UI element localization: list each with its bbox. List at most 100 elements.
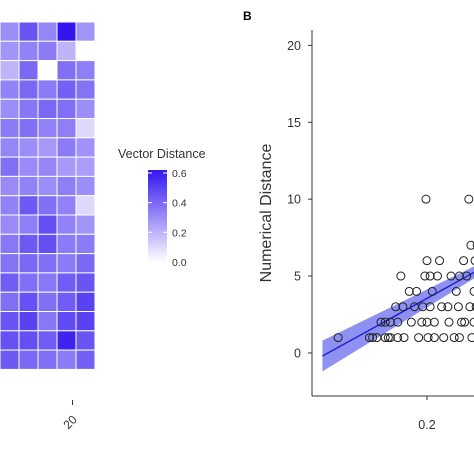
heatmap-cell <box>75 137 96 158</box>
heatmap-cell <box>37 137 58 158</box>
heatmap-cell <box>56 214 77 235</box>
scatter-point <box>451 286 461 296</box>
heatmap-cell <box>37 272 58 293</box>
legend-tick-label: 0.0 <box>172 257 187 269</box>
heatmap-cell <box>18 291 39 313</box>
scatter-point <box>404 286 414 296</box>
heatmap-cell <box>0 40 20 62</box>
scatter-point <box>429 317 439 327</box>
heatmap-cells <box>0 21 96 370</box>
heatmap-cell <box>75 79 96 100</box>
scatter-point <box>469 286 474 296</box>
heatmap-cell <box>56 79 77 100</box>
heatmap-cell <box>56 60 77 81</box>
legend-title: Vector Distance <box>118 147 206 161</box>
scatter-point <box>380 317 390 327</box>
scatter-point <box>435 256 445 266</box>
scatter-point <box>421 194 431 204</box>
color-legend: Vector Distance 0.6 0.4 0.2 0.0 <box>118 147 206 269</box>
regression-line <box>322 271 474 357</box>
heatmap-cell <box>75 311 96 332</box>
scatter-point <box>439 333 449 343</box>
heatmap-cell <box>37 214 58 235</box>
heatmap-cell <box>56 233 77 255</box>
heatmap-cell <box>18 330 39 351</box>
heatmap-cell <box>0 137 20 158</box>
heatmap-cell <box>75 349 96 370</box>
heatmap-cell <box>56 349 77 370</box>
heatmap-cell <box>75 175 96 197</box>
x-tick-label: 0.2 <box>418 418 435 432</box>
heatmap-cell <box>18 175 39 197</box>
y-tick-label: 15 <box>287 116 301 130</box>
heatmap-cell <box>18 311 39 332</box>
heatmap-cell <box>37 156 58 177</box>
scatter-point <box>423 333 433 343</box>
heatmap-cell <box>18 156 39 177</box>
heatmap-cell <box>56 156 77 177</box>
heatmap-cell <box>18 349 39 370</box>
heatmap-cell <box>75 253 96 274</box>
heatmap-cell <box>18 272 39 293</box>
heatmap-cell <box>75 21 96 42</box>
y-tick-label: 10 <box>287 193 301 207</box>
scatter-point <box>385 333 395 343</box>
scatter-point <box>454 333 464 343</box>
scatter-point <box>398 302 408 312</box>
legend-tick-label: 0.4 <box>172 198 187 210</box>
scatter-point <box>406 317 416 327</box>
y-axis-label: Numerical Distance <box>258 144 275 283</box>
scatter-points <box>333 194 474 343</box>
scatter-point <box>464 194 474 204</box>
heatmap-cell <box>75 233 96 255</box>
scatter-point <box>460 317 470 327</box>
heatmap-cell <box>0 21 20 42</box>
scatter-point <box>471 302 474 311</box>
heatmap-cell <box>56 195 77 216</box>
heatmap-cell <box>0 330 20 351</box>
heatmap-cell <box>0 195 20 216</box>
heatmap-cell <box>37 118 58 139</box>
scatter-point <box>422 317 432 327</box>
heatmap-cell <box>56 98 77 119</box>
scatter-point <box>417 317 427 327</box>
scatter-point <box>391 302 401 312</box>
scatter-point <box>462 271 472 281</box>
heatmap-cell <box>37 60 58 81</box>
heatmap-cell <box>37 291 58 313</box>
scatter-point <box>437 302 447 312</box>
heatmap-cell <box>75 214 96 235</box>
heatmap-cell <box>37 40 58 62</box>
heatmap-cell <box>0 272 20 293</box>
scatter-point <box>427 286 437 296</box>
heatmap-cell <box>18 214 39 235</box>
legend-tick-label: 0.2 <box>172 227 187 239</box>
scatter-point <box>333 333 343 343</box>
heatmap-cell <box>56 291 77 313</box>
heatmap-cell <box>18 195 39 216</box>
heatmap-cell <box>18 60 39 81</box>
scatter-point <box>393 333 403 343</box>
y-ticks: 0 5 10 15 20 <box>287 39 312 360</box>
x-ticks: 0.2 <box>418 396 436 432</box>
panel-b-label: B <box>243 9 252 23</box>
heatmap-cell <box>56 311 77 332</box>
heatmap-cell <box>0 291 20 313</box>
scatter-point <box>469 317 474 327</box>
heatmap-cell <box>18 118 39 139</box>
heatmap-cell <box>75 60 96 81</box>
heatmap-cell <box>75 330 96 351</box>
heatmap-cell <box>75 156 96 177</box>
legend-tick-label: 0.6 <box>172 168 187 180</box>
legend-ticks: 0.6 0.4 0.2 0.0 <box>148 168 187 269</box>
heatmap-cell <box>0 79 20 100</box>
heatmap-cell <box>56 272 77 293</box>
heatmap-cell <box>0 60 20 81</box>
scatter-panel: 0 5 10 15 20 0.2 Numerical Distance <box>258 30 474 432</box>
scatter-point <box>414 333 424 343</box>
scatter-point <box>444 317 454 327</box>
heatmap-cell <box>0 175 20 197</box>
scatter-point <box>467 333 474 343</box>
heatmap-cell <box>56 330 77 351</box>
